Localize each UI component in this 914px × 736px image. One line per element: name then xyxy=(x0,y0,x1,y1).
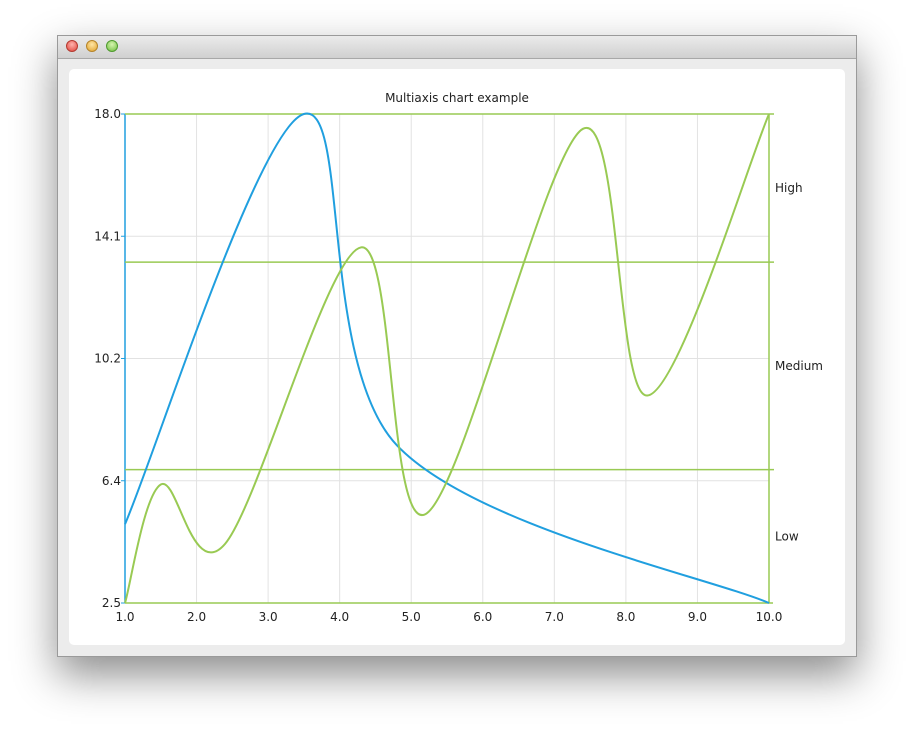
y-tick-label: 14.1 xyxy=(94,229,121,243)
category-label: Medium xyxy=(775,359,823,373)
zoom-button[interactable] xyxy=(106,40,118,52)
y-tick-label: 10.2 xyxy=(94,352,121,366)
x-tick-label: 9.0 xyxy=(688,610,707,624)
x-tick-label: 4.0 xyxy=(330,610,349,624)
x-tick-label: 5.0 xyxy=(402,610,421,624)
x-tick-label: 10.0 xyxy=(756,610,783,624)
category-label: High xyxy=(775,181,803,195)
chart-title: Multiaxis chart example xyxy=(385,91,529,105)
x-tick-label: 6.0 xyxy=(473,610,492,624)
y-tick-label: 18.0 xyxy=(94,107,121,121)
app-window xyxy=(57,35,857,657)
series-line-2 xyxy=(124,113,770,604)
title-bar xyxy=(58,36,856,59)
x-tick-label: 1.0 xyxy=(115,610,134,624)
category-label: Low xyxy=(775,529,799,543)
x-tick-label: 7.0 xyxy=(545,610,564,624)
y-tick-label: 6.4 xyxy=(102,474,121,488)
series-line-1 xyxy=(124,112,770,604)
y-tick-label: 2.5 xyxy=(102,596,121,610)
chart-card xyxy=(69,69,845,645)
x-tick-label: 8.0 xyxy=(616,610,635,624)
x-tick-label: 3.0 xyxy=(259,610,278,624)
x-tick-label: 2.0 xyxy=(187,610,206,624)
minimize-button[interactable] xyxy=(86,40,98,52)
close-button[interactable] xyxy=(66,40,78,52)
